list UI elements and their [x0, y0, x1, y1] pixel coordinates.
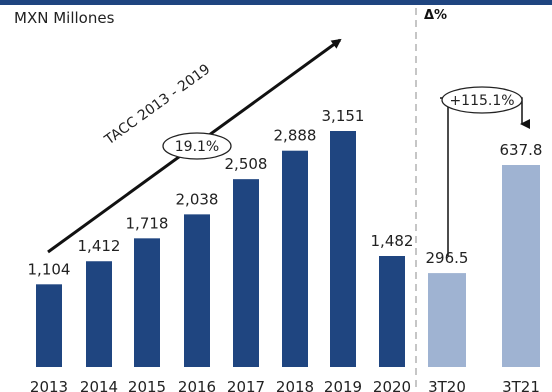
- bar-2017: [233, 179, 259, 367]
- delta-header: Δ%: [424, 8, 448, 23]
- bar-3T21: [502, 165, 540, 367]
- growth-value: +115.1%: [449, 93, 514, 109]
- x-tick-2020: 2020: [373, 378, 411, 392]
- growth-badge: [441, 86, 523, 114]
- bar-2015: [134, 238, 160, 367]
- bar-2018: [282, 150, 308, 367]
- cagr-value: 19.1%: [175, 139, 219, 155]
- data-label-2019: 3,151: [322, 107, 365, 125]
- cagr-badge: [162, 132, 232, 160]
- unit-label: MXN Millones: [14, 9, 115, 27]
- x-tick-2019: 2019: [324, 378, 362, 392]
- data-label-2014: 1,412: [78, 237, 121, 255]
- x-tick-2013: 2013: [30, 378, 68, 392]
- bar-2014: [86, 261, 112, 367]
- bar-2013: [36, 284, 62, 367]
- x-tick-2015: 2015: [128, 378, 166, 392]
- bars-group: 1,104 2013 1,412 2014 1,718 2015 2,038 2016 2,50…: [28, 107, 543, 392]
- top-accent-bar: [0, 0, 552, 5]
- data-label-2013: 1,104: [28, 260, 71, 278]
- x-tick-2017: 2017: [227, 378, 265, 392]
- growth-connector: [440, 97, 530, 256]
- data-label-2020: 1,482: [371, 232, 414, 250]
- data-label-3T20: 296.5: [426, 249, 469, 267]
- bar-2019: [330, 131, 356, 367]
- data-label-3T21: 637.8: [500, 141, 543, 159]
- x-tick-2016: 2016: [178, 378, 216, 392]
- data-label-2018: 2,888: [274, 127, 317, 145]
- x-tick-3T21: 3T21: [502, 378, 540, 392]
- data-label-2017: 2,508: [225, 155, 268, 173]
- x-tick-2018: 2018: [276, 378, 314, 392]
- data-label-2016: 2,038: [176, 190, 219, 208]
- bar-2020: [379, 256, 405, 367]
- data-label-2015: 1,718: [126, 214, 169, 232]
- x-tick-3T20: 3T20: [428, 378, 466, 392]
- bar-3T20: [428, 273, 466, 367]
- bar-2016: [184, 214, 210, 367]
- x-tick-2014: 2014: [80, 378, 118, 392]
